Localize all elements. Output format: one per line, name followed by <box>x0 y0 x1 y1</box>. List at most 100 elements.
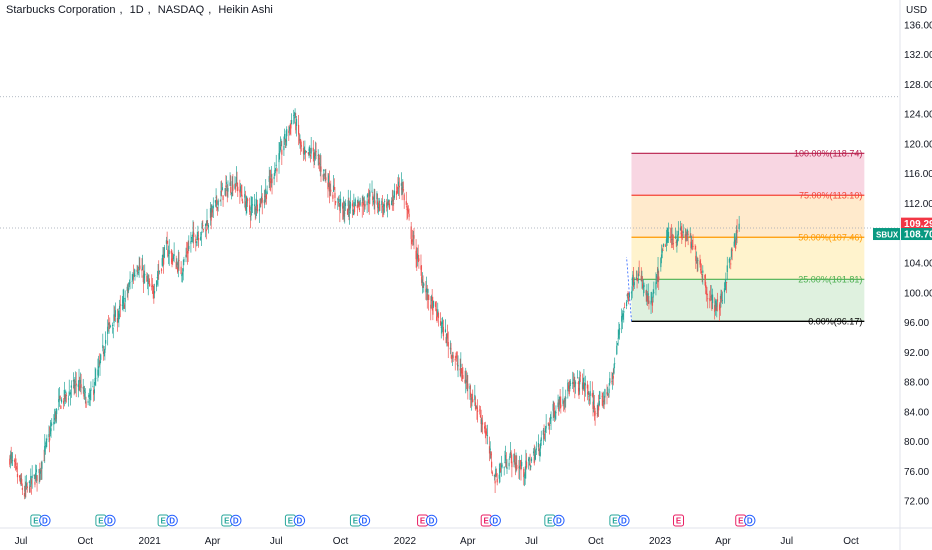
earnings-marker-label: E <box>612 517 618 526</box>
candle-body <box>114 310 116 317</box>
y-tick-label: 116.00 <box>904 169 932 180</box>
candle-body <box>435 302 437 307</box>
candle-body <box>479 415 482 418</box>
candle-body <box>38 469 40 474</box>
x-tick-label: Oct <box>78 536 94 547</box>
earnings-marker-label: E <box>33 517 39 526</box>
candle-body <box>83 393 85 397</box>
candle-body <box>39 470 42 474</box>
candle-body <box>225 185 227 188</box>
exchange: NASDAQ <box>157 4 205 16</box>
candle-body <box>363 204 365 206</box>
candle-body <box>562 398 564 404</box>
candle-body <box>439 321 442 326</box>
candle-body <box>714 300 716 309</box>
candle-body <box>373 194 375 200</box>
candle-body <box>570 383 572 385</box>
candle-body <box>79 386 81 391</box>
candle-body <box>423 283 425 286</box>
candle-body <box>565 397 567 399</box>
candle-body <box>374 200 376 204</box>
candle-body <box>186 252 188 253</box>
candle-body <box>470 392 472 398</box>
candle-body <box>388 203 391 210</box>
fib-level-label: 25.00%(101.81) <box>798 274 862 284</box>
candle-body <box>259 198 261 204</box>
dividend-marker-label: D <box>747 517 753 526</box>
candle-body <box>494 480 496 484</box>
candle-body <box>70 392 72 395</box>
candle-body <box>98 363 100 365</box>
earnings-marker-label: E <box>738 517 744 526</box>
candle-body <box>587 392 589 394</box>
candle-body <box>572 381 575 385</box>
candle-body <box>402 186 404 188</box>
candle-body <box>102 345 104 349</box>
candle-body <box>318 158 320 160</box>
candle-body <box>264 196 266 198</box>
x-tick-label: 2021 <box>139 536 162 547</box>
candle-body <box>470 398 472 400</box>
candle-body <box>73 385 75 390</box>
candle-body <box>672 243 674 245</box>
candle-body <box>450 348 452 350</box>
current-price-badge-label: 108.70 <box>904 230 932 241</box>
candle-body <box>317 155 319 156</box>
candle-body <box>197 235 199 237</box>
candle-body <box>177 260 179 269</box>
dividend-marker-label: D <box>42 517 48 526</box>
candle-body <box>338 199 340 203</box>
candle-body <box>528 457 530 459</box>
candle-body <box>579 378 581 385</box>
candle-body <box>53 421 55 425</box>
candle-body <box>89 393 91 398</box>
candle-body <box>474 394 476 400</box>
candle-body <box>205 229 207 232</box>
candle-body <box>300 145 302 147</box>
candle-body <box>633 282 635 286</box>
candle-body <box>48 434 50 438</box>
candle-body <box>221 190 223 192</box>
candle-body <box>648 300 650 304</box>
candle-body <box>381 200 383 205</box>
candle-body <box>618 328 621 330</box>
candle-body <box>559 399 561 406</box>
candle-body <box>196 236 198 240</box>
candle-body <box>574 382 576 387</box>
candle-body <box>490 453 492 456</box>
candle-body <box>191 236 193 239</box>
candle-body <box>334 192 336 198</box>
candle-body <box>646 295 649 302</box>
candle-body <box>555 411 557 414</box>
candle-body <box>735 242 737 249</box>
candle-body <box>175 261 177 270</box>
y-tick-label: 128.00 <box>904 80 932 91</box>
candle-body <box>79 380 82 384</box>
dividend-marker <box>425 514 438 527</box>
candle-body <box>225 182 228 184</box>
candle-body <box>254 207 256 211</box>
candle-body <box>430 304 432 309</box>
candle-body <box>21 479 23 484</box>
candle-body <box>718 304 721 311</box>
candle-body <box>56 408 58 415</box>
candle-body <box>9 458 11 465</box>
candle-body <box>508 462 510 467</box>
candle-body <box>60 399 63 403</box>
candle-body <box>631 286 633 292</box>
candle-body <box>348 204 350 211</box>
candle-body <box>676 241 678 243</box>
candle-body <box>670 236 672 238</box>
candle-body <box>289 124 291 126</box>
candle-body <box>491 472 493 475</box>
y-tick-label: 124.00 <box>904 110 932 121</box>
candle-body <box>530 458 533 462</box>
dividend-marker-label: D <box>297 517 303 526</box>
candle-body <box>465 379 468 383</box>
candle-body <box>540 437 542 441</box>
fib-level-label: 100.00%(118.74) <box>794 148 862 158</box>
candle-body <box>636 278 638 280</box>
candle-body <box>539 452 541 456</box>
